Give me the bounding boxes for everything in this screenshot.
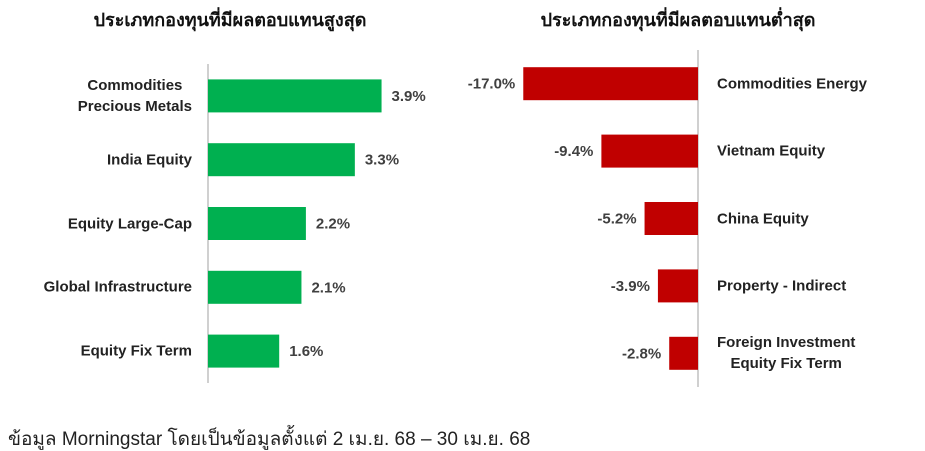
category-text: India Equity bbox=[106, 151, 192, 169]
bar bbox=[669, 336, 698, 370]
bar bbox=[644, 202, 698, 235]
value-label: -2.8% bbox=[622, 345, 661, 362]
category-label: India Equity bbox=[0, 149, 192, 170]
chart-title: ประเภทกองทุนที่มีผลตอบแทนสูงสุด bbox=[94, 7, 367, 32]
value-label: 3.3% bbox=[365, 152, 399, 169]
value-label: -3.9% bbox=[611, 278, 650, 295]
category-label: Foreign Investment Equity Fix Term bbox=[717, 332, 917, 374]
category-text: Commodities Energy bbox=[717, 75, 868, 93]
value-label: 2.1% bbox=[311, 279, 345, 296]
bar bbox=[657, 269, 698, 303]
value-label: -9.4% bbox=[554, 143, 593, 160]
bar bbox=[208, 143, 355, 177]
category-text: Property - Indirect bbox=[717, 277, 847, 295]
value-label: 3.9% bbox=[392, 88, 426, 105]
category-label: China Equity bbox=[717, 208, 917, 229]
value-label: 2.2% bbox=[316, 215, 350, 232]
value-label: -17.0% bbox=[468, 76, 516, 93]
category-label: Vietnam Equity bbox=[717, 141, 917, 162]
bar bbox=[208, 270, 302, 304]
footnote: ข้อมูล Morningstar โดยเป็นข้อมูลตั้งแต่ … bbox=[8, 429, 531, 450]
value-label: -5.2% bbox=[597, 210, 636, 227]
category-label: Commodities Energy bbox=[717, 73, 917, 94]
category-text: Commodities Precious Metals bbox=[77, 76, 192, 115]
category-text: China Equity bbox=[717, 210, 809, 227]
category-label: Equity Fix Term bbox=[0, 341, 192, 362]
category-label: Property - Indirect bbox=[717, 275, 917, 296]
category-text: Global Infrastructure bbox=[43, 278, 192, 296]
category-label: Commodities Precious Metals bbox=[0, 75, 192, 117]
category-label: Equity Large-Cap bbox=[0, 213, 192, 234]
category-label: Global Infrastructure bbox=[0, 277, 192, 298]
bar bbox=[601, 134, 698, 168]
category-text: Foreign Investment Equity Fix Term bbox=[717, 334, 856, 373]
bar bbox=[208, 334, 280, 368]
category-text: Equity Large-Cap bbox=[67, 215, 192, 232]
chart-title: ประเภทกองทุนที่มีผลตอบแทนต่ำสุด bbox=[541, 7, 816, 32]
category-text: Equity Fix Term bbox=[80, 342, 192, 360]
value-label: 1.6% bbox=[289, 343, 323, 360]
bar bbox=[208, 79, 382, 113]
bar bbox=[208, 207, 306, 240]
category-text: Vietnam Equity bbox=[717, 142, 826, 160]
bar bbox=[523, 67, 698, 101]
